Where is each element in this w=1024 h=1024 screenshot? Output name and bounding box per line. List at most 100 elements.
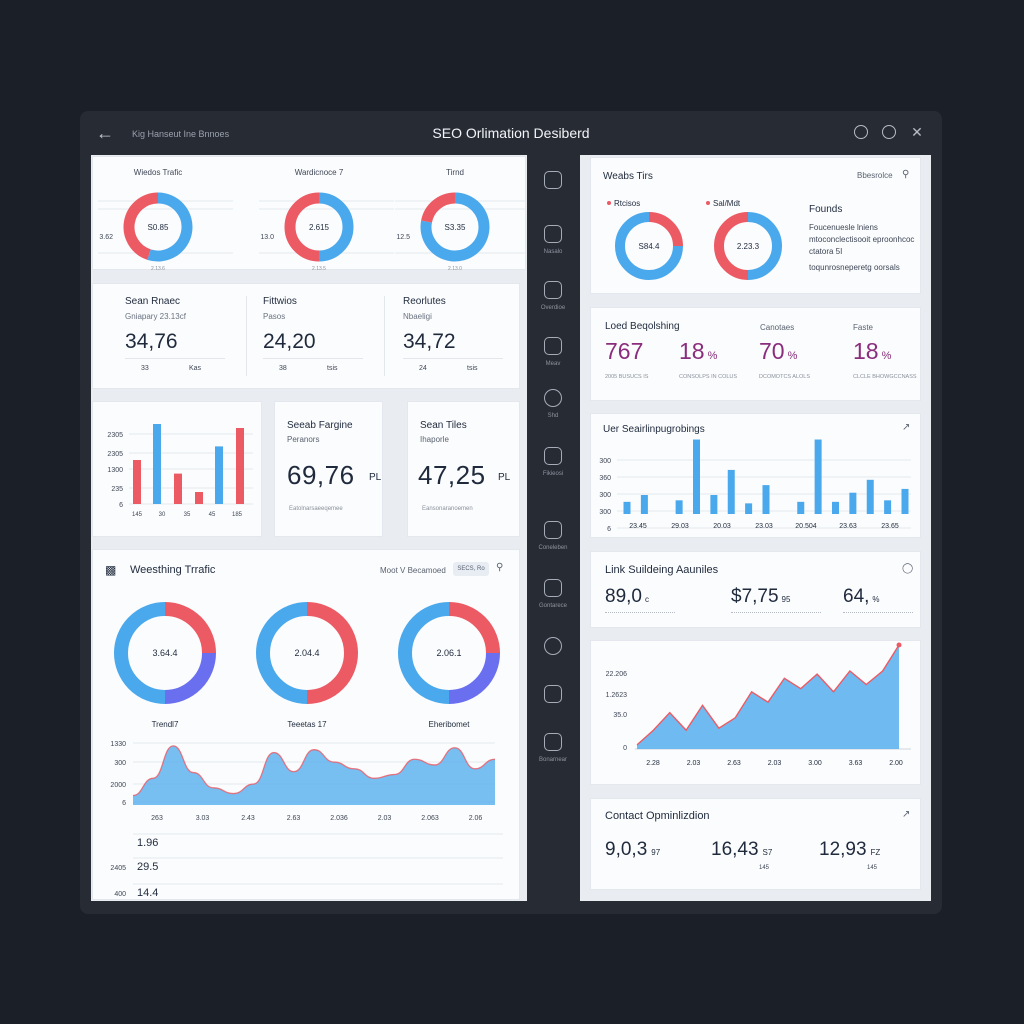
search-card-title: Sean Tiles (420, 420, 467, 431)
donut-segment (164, 652, 216, 704)
bar (727, 469, 735, 514)
link-value: $7,75 (731, 586, 779, 607)
founds-text-2: toqunrosneperetg oorsals (809, 263, 900, 272)
donut-center-value: S0.85 (148, 223, 169, 232)
sidebar-item[interactable] (529, 171, 577, 195)
bar (745, 503, 753, 514)
content-card-title: Contact Opminlizdion (605, 810, 710, 822)
bookmark-icon[interactable]: ◯ (902, 563, 914, 574)
donut-segment (284, 192, 320, 262)
metric-separator (384, 296, 385, 376)
face-icon[interactable] (854, 125, 868, 139)
bar (762, 485, 770, 514)
donut-center-value: 2.04.4 (294, 648, 319, 658)
load-foot: DCOMOTCS ALOLS (759, 374, 811, 380)
metric-foot-2: tsis (467, 365, 478, 372)
x-tick-label: 29.03 (671, 523, 689, 530)
sidebar-item[interactable]: Fikieosi (529, 447, 577, 477)
expand-icon[interactable]: ↗ (902, 809, 911, 820)
bar (901, 488, 909, 514)
x-tick-label: 2.63 (287, 815, 301, 822)
load-metric: 18% CLCLE BHOWGCCNASS (853, 338, 933, 398)
content-unit: FZ (870, 848, 881, 857)
web-card-action[interactable]: Bbesrolce (857, 171, 893, 180)
load-value: 70 (759, 338, 785, 364)
y-tick-label: 300 (599, 492, 611, 499)
bar (215, 446, 223, 504)
x-tick-label: 23.45 (629, 523, 647, 530)
sidebar-item[interactable]: Nasalo (529, 225, 577, 255)
sidebar-item[interactable] (529, 637, 577, 661)
content-foot: 145 (759, 865, 770, 871)
search-card-value: 69,76 (287, 460, 355, 490)
stats-icon (544, 733, 562, 751)
donut-foot: 2.13.5 (312, 266, 326, 271)
user-card: Uer Seairlinpugrobings ↗ 300 360 300 300 6 23… (590, 413, 921, 538)
sidebar-item-label: Gontarece (538, 603, 568, 609)
people-icon (544, 685, 562, 703)
expand-icon[interactable]: ↗ (902, 422, 911, 433)
donut-segment (421, 192, 456, 223)
sidebar-item-label: Coneleben (538, 545, 568, 551)
metric-value: 34,76 (125, 330, 178, 353)
search-icon[interactable]: ⚲ (902, 169, 910, 180)
traffic-donut (256, 602, 358, 704)
founds-text: Foucenuesle lniens mtoconclectisooit epr… (809, 223, 915, 256)
web-donut (615, 212, 683, 280)
bar (623, 501, 631, 514)
metric-foot-2: Kas (189, 365, 202, 372)
top-donut (420, 192, 490, 262)
sidebar-item[interactable]: Bonarnear (529, 733, 577, 763)
close-icon[interactable]: ✕ (911, 124, 923, 140)
donut-segment (147, 192, 193, 262)
donut-caption: Trendl7 (152, 720, 179, 729)
search-card-foot: Eatolnarsaeeqemee (289, 506, 343, 512)
x-tick-label: 145 (132, 512, 143, 518)
metric-value: 24,20 (263, 330, 316, 353)
content-foot: 145 (867, 865, 878, 871)
link-metric: 89,0 c (605, 586, 705, 614)
search-card-2: Sean Tiles Ihaporle 47,25 PL Eansonarano… (407, 401, 520, 537)
top-donut (284, 192, 354, 262)
donut-segment (123, 192, 159, 260)
sidebar-item[interactable]: Coneleben (529, 521, 577, 551)
sidebar-item[interactable]: Gontarece (529, 579, 577, 609)
donut-segment (615, 212, 683, 280)
sidebar-item[interactable]: Overdioe (529, 281, 577, 311)
settings-icon[interactable] (882, 125, 896, 139)
donut-title: Wardicnoce 7 (295, 168, 344, 177)
donut-segment (306, 602, 358, 704)
link-underline (843, 612, 913, 614)
metrics-card: Sean Rnaec Gniapary 23.13cf 34,76 33 Kas… (92, 283, 520, 389)
back-arrow-icon[interactable]: ← (96, 123, 114, 143)
x-tick-label: 2.06 (469, 815, 483, 822)
metric-foot-1: 24 (419, 365, 427, 372)
x-tick-label: 2.28 (646, 760, 660, 767)
sidebar-item[interactable]: Shd (529, 389, 577, 419)
load-metric: 70% DCOMOTCS ALOLS (759, 338, 839, 398)
traffic-filter-dropdown[interactable]: SECS, Ro (453, 562, 489, 576)
donut-side-value: 12.5 (396, 234, 410, 241)
donut-center-value: 2.06.1 (436, 648, 461, 658)
search-card-unit: PL (498, 472, 511, 483)
donut-center-value: 2.23.3 (737, 242, 760, 251)
metric-foot-1: 33 (141, 365, 149, 372)
search-icon[interactable]: ⚲ (496, 562, 504, 573)
y-tick-label: 1330 (110, 741, 126, 748)
search-card-sub: Ihaporle (420, 435, 449, 444)
bar (640, 495, 648, 514)
traffic-charts-svg: 3.64.4 Trendl7 2.04.4 Teeetas 17 2.06.1 Eheri… (110, 602, 503, 899)
x-tick-label: 23.03 (755, 523, 773, 530)
x-tick-label: 3.03 (196, 815, 210, 822)
load-foot: 2005 BUSUCS IS (605, 374, 649, 380)
web-donut (714, 212, 782, 280)
breadcrumb[interactable]: Kig Hanseut Ine Bnnoes (132, 129, 230, 139)
bar (675, 500, 683, 514)
sidebar-item[interactable] (529, 685, 577, 709)
donut-foot: 2.13.6 (151, 266, 165, 271)
sidebar-item-label: Bonarnear (538, 757, 568, 763)
metric-title: Reorlutes (403, 296, 446, 307)
sidebar-item[interactable]: Meav (529, 337, 577, 367)
tag-icon (544, 447, 562, 465)
link-value: 64, (843, 586, 870, 607)
